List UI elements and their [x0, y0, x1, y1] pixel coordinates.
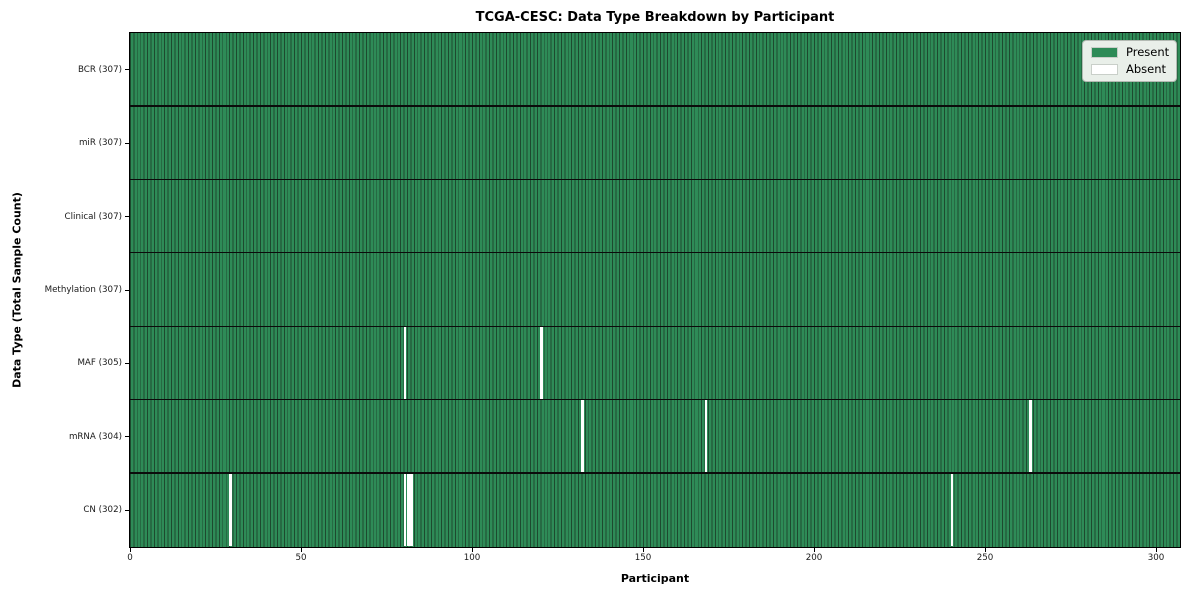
- legend-swatch-absent-icon: [1091, 63, 1118, 75]
- absent-cell: [581, 400, 584, 473]
- absent-cell: [540, 327, 543, 399]
- y-tick-label: CN (302): [83, 505, 122, 516]
- row-separator: [129, 252, 1180, 254]
- legend-swatch-present-icon: [1091, 47, 1118, 59]
- heatmap-cells-area: [129, 32, 1180, 547]
- absent-cell: [950, 473, 954, 546]
- row-separator: [129, 178, 1180, 181]
- absent-cell: [1029, 400, 1032, 473]
- y-tick-mark: [124, 216, 129, 218]
- row-separator: [129, 325, 1180, 327]
- heatmap-plot: [128, 31, 1181, 548]
- x-tick-mark: [300, 547, 302, 552]
- y-tick-label: MAF (305): [77, 358, 122, 369]
- absent-cell: [403, 473, 407, 546]
- absent-cell: [406, 473, 410, 546]
- absent-cell: [704, 400, 708, 473]
- x-axis-title: Participant: [620, 572, 690, 585]
- chart-title: TCGA-CESC: Data Type Breakdown by Partic…: [475, 10, 835, 25]
- x-tick-mark: [471, 547, 473, 552]
- y-tick-mark: [124, 142, 129, 144]
- y-tick-mark: [124, 289, 129, 291]
- x-tick-label: 200: [805, 553, 823, 563]
- y-tick-mark: [124, 362, 129, 365]
- legend-item-absent: Absent: [1091, 61, 1168, 76]
- y-tick-mark: [124, 509, 129, 511]
- y-tick-mark: [124, 436, 129, 438]
- x-tick-label: 100: [463, 553, 481, 563]
- legend-label-present: Present: [1126, 45, 1170, 59]
- x-tick-label: 300: [1147, 553, 1165, 563]
- absent-cell: [410, 473, 413, 546]
- legend: Present Absent: [1082, 40, 1177, 82]
- x-tick-mark: [813, 547, 815, 552]
- y-tick-label: mRNA (304): [68, 431, 122, 442]
- y-tick-label: BCR (307): [77, 64, 122, 75]
- y-tick-label: Clinical (307): [64, 211, 122, 222]
- row-separator: [129, 105, 1180, 107]
- absent-cell: [229, 473, 232, 546]
- x-tick-mark: [642, 547, 644, 552]
- x-tick-label: 50: [295, 553, 307, 563]
- y-tick-label: miR (307): [78, 138, 122, 149]
- x-tick-mark: [984, 547, 986, 552]
- x-tick-mark: [1155, 547, 1157, 552]
- row-separator: [129, 398, 1180, 401]
- legend-label-absent: Absent: [1126, 61, 1167, 76]
- x-tick-label: 150: [634, 553, 652, 563]
- x-tick-mark: [129, 547, 131, 552]
- y-tick-mark: [124, 69, 129, 71]
- row-separator: [129, 472, 1180, 474]
- x-tick-label: 250: [976, 553, 994, 563]
- x-tick-label: 0: [127, 553, 133, 563]
- absent-cell: [403, 327, 407, 399]
- legend-item-present: Present: [1091, 45, 1170, 59]
- y-tick-label: Methylation (307): [44, 285, 122, 295]
